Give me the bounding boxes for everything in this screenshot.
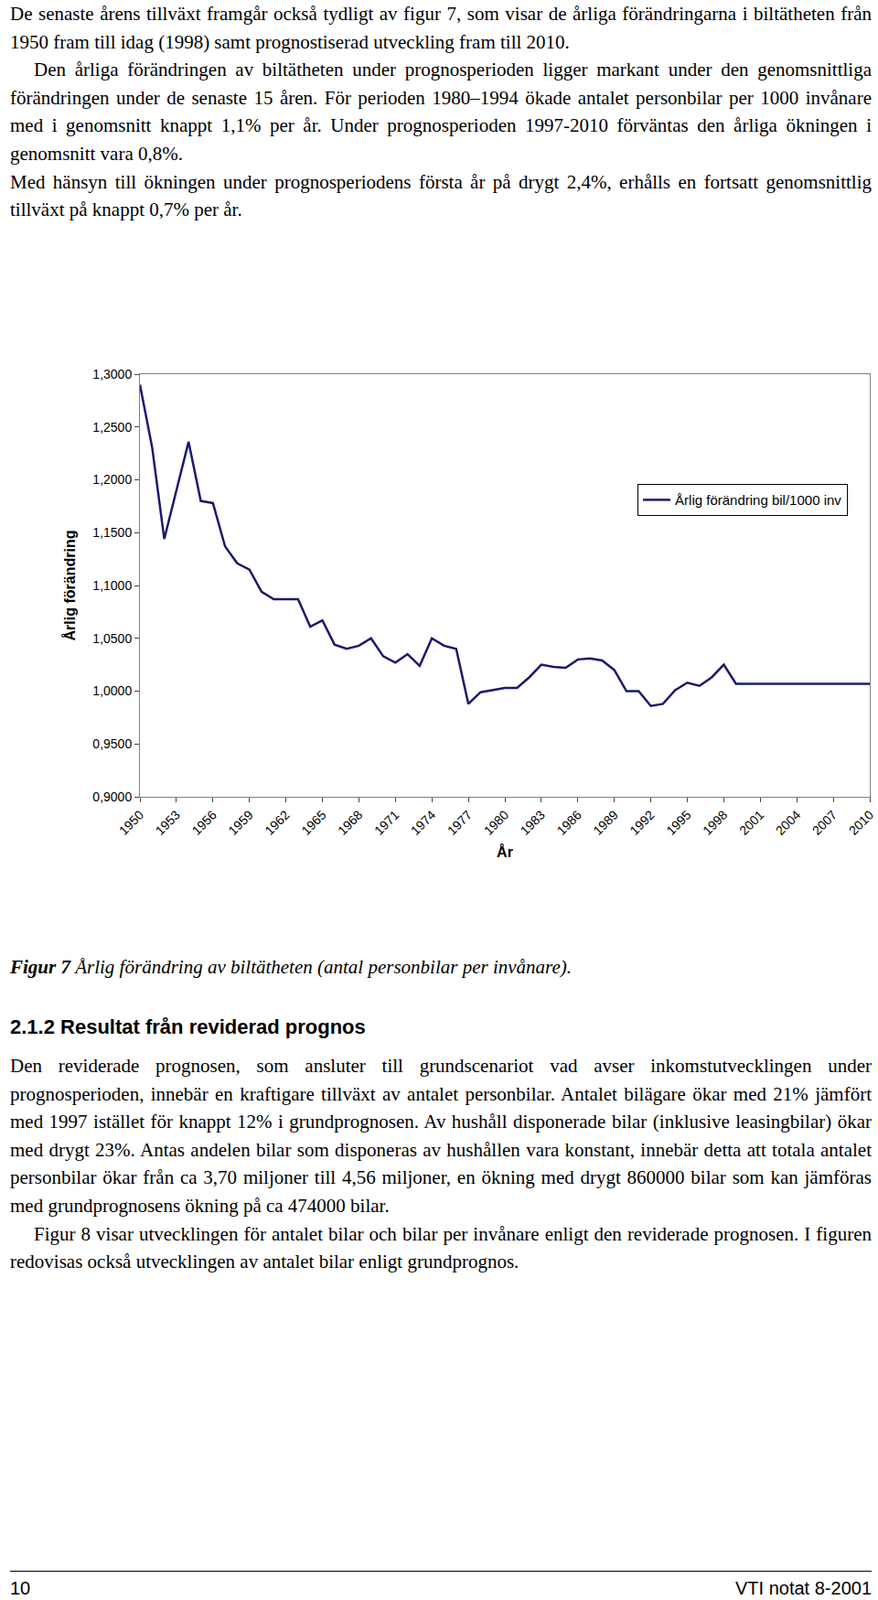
svg-text:1959: 1959 [224,806,256,837]
svg-text:1,2500: 1,2500 [92,419,132,435]
svg-text:År: År [496,843,514,860]
html-text:Med hänsyn till ökningen under: Med hänsyn till ökningen under prognospe… [10,170,872,221]
svg-text:1995: 1995 [663,806,694,837]
svg-text:0,9500: 0,9500 [92,736,132,751]
svg-text:1953: 1953 [152,806,183,837]
svg-text:1,2000: 1,2000 [92,471,132,487]
svg-text:1971: 1971 [371,806,402,837]
svg-text:1962: 1962 [261,806,292,837]
svg-text:1950: 1950 [116,806,147,837]
svg-text:1980: 1980 [481,806,512,837]
html-text:Figur 8 visar utvecklingen för: Figur 8 visar utvecklingen för antalet b… [10,1222,872,1273]
html-text:2.1.2 Resultat från reviderad: 2.1.2 Resultat från reviderad prognos [10,1015,366,1039]
svg-text:1,0000: 1,0000 [92,683,132,698]
html-text:Den reviderade prognosen, som: Den reviderade prognosen, som ansluter t… [10,1054,872,1217]
html-text:VTI notat 8-2001: VTI notat 8-2001 [735,1577,872,1598]
svg-text:2010: 2010 [845,806,877,837]
svg-text:1998: 1998 [699,806,730,837]
svg-text:1986: 1986 [554,806,585,837]
svg-text:1974: 1974 [407,806,439,837]
svg-text:1,3000: 1,3000 [92,366,132,382]
svg-text:1968: 1968 [334,806,365,837]
svg-text:1992: 1992 [626,806,657,837]
svg-text:1956: 1956 [189,806,220,837]
svg-text:1,1500: 1,1500 [92,524,132,540]
svg-text:2007: 2007 [809,806,840,837]
svg-text:1977: 1977 [444,806,475,837]
svg-text:1,1000: 1,1000 [92,578,132,593]
svg-text:2004: 2004 [772,806,804,837]
svg-text:2001: 2001 [736,806,767,837]
html-text:De senaste årens tillväxt fram: De senaste årens tillväxt framgår också … [10,2,872,53]
svg-text:1,0500: 1,0500 [92,631,132,646]
svg-text:1989: 1989 [589,806,621,837]
svg-text:Årlig förändring bil/1000 inv: Årlig förändring bil/1000 inv [674,492,842,508]
html-text:Den årliga förändringen av bil: Den årliga förändringen av biltätheten u… [10,58,872,165]
html-text:10: 10 [10,1577,31,1598]
svg-text:1965: 1965 [298,806,329,837]
svg-text:Årlig förändring: Årlig förändring [61,530,78,642]
svg-text:1983: 1983 [517,806,548,837]
svg-text:0,9000: 0,9000 [92,789,132,804]
html-text:Figur 7 Årlig förändring av bi: Figur 7 Årlig förändring av biltätheten … [10,955,572,978]
